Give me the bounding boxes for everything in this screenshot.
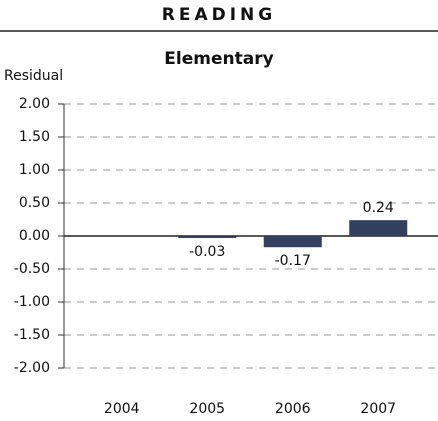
chart-title: READING bbox=[162, 5, 276, 25]
x-tick-label: 2006 bbox=[275, 401, 311, 417]
y-tick-label: 0.00 bbox=[19, 228, 50, 244]
y-tick-label: 1.00 bbox=[19, 162, 50, 178]
bar bbox=[349, 220, 408, 236]
y-tick-label: -1.00 bbox=[14, 294, 50, 310]
y-tick-label: 0.50 bbox=[19, 195, 50, 211]
value-label: -0.03 bbox=[189, 244, 225, 260]
y-tick-label: -0.50 bbox=[14, 261, 50, 277]
bar bbox=[263, 236, 322, 248]
y-tick-label: -2.00 bbox=[14, 360, 50, 376]
value-label: -0.17 bbox=[275, 253, 311, 269]
value-label: 0.24 bbox=[363, 200, 394, 216]
x-tick-label: 2004 bbox=[104, 401, 140, 417]
chart-subtitle: Elementary bbox=[164, 49, 273, 69]
bar bbox=[178, 236, 237, 238]
y-tick-label: -1.50 bbox=[14, 327, 50, 343]
y-axis-label: Residual bbox=[4, 68, 63, 84]
x-tick-label: 2005 bbox=[189, 401, 225, 417]
x-tick-label: 2007 bbox=[360, 401, 396, 417]
y-tick-label: 1.50 bbox=[19, 129, 50, 145]
y-tick-label: 2.00 bbox=[19, 96, 50, 112]
